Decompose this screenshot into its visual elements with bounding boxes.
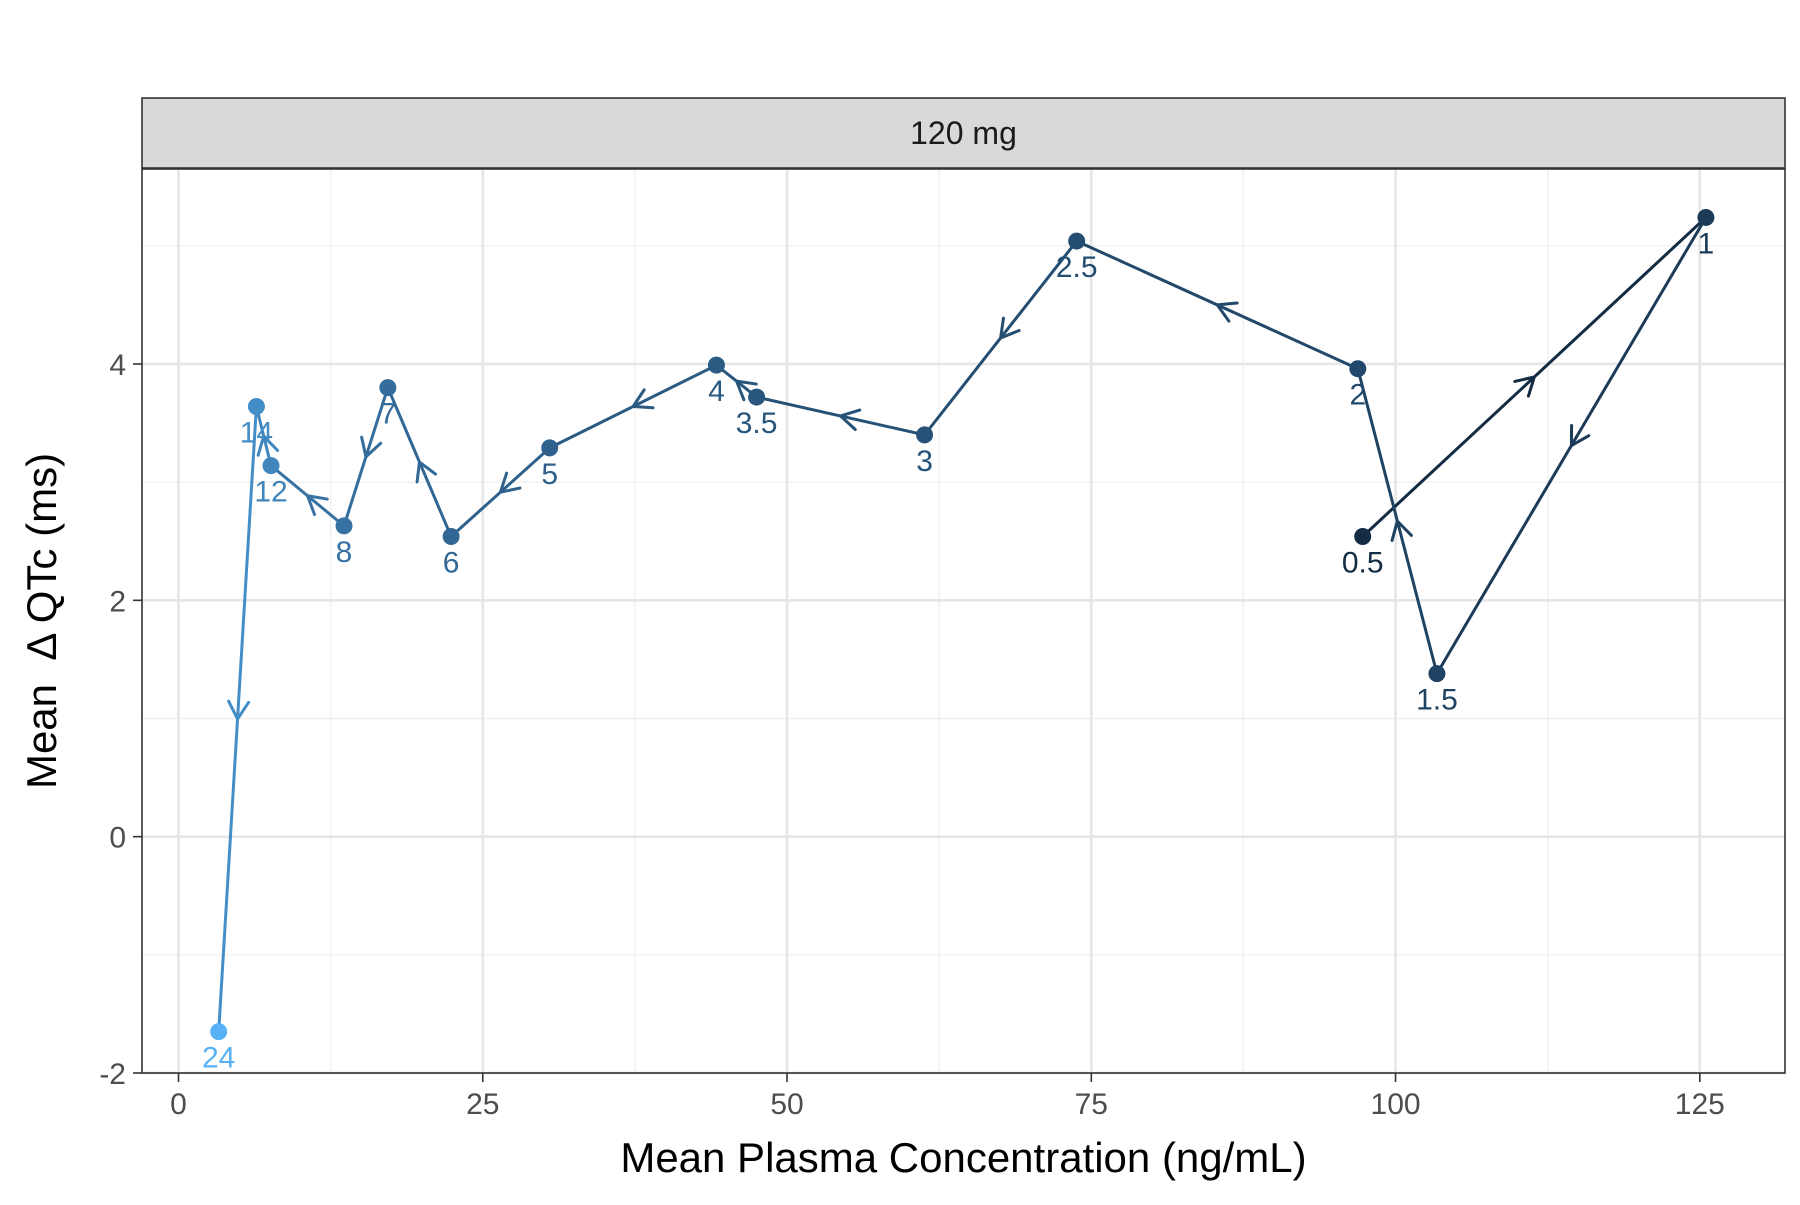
direction-arrow	[498, 471, 522, 494]
y-axis-title: Mean Δ QTc (ms)	[18, 453, 65, 789]
point-time-label: 3.5	[736, 407, 778, 440]
facet-strip	[141, 97, 1786, 169]
y-tick-label: 0	[109, 822, 126, 855]
data-point	[1697, 208, 1715, 226]
data-point	[916, 426, 934, 444]
arrow-layer	[227, 301, 1591, 721]
point-time-label: 8	[336, 536, 353, 569]
plot-panel-border	[141, 168, 1786, 1074]
x-axis-title: Mean Plasma Concentration (ng/mL)	[620, 1134, 1306, 1181]
point-time-label: 2	[1349, 379, 1366, 412]
data-point	[442, 528, 460, 546]
point-label-layer: 0.5 1 1.5 2 2.5 3 3.5 4 5 6 7 8 12 14 24	[202, 227, 1714, 1074]
data-point	[1428, 665, 1446, 683]
x-tick-label: 50	[770, 1088, 803, 1121]
direction-arrow	[839, 408, 862, 432]
y-tick-label: 4	[109, 349, 126, 382]
data-point	[748, 388, 766, 406]
data-point	[262, 457, 280, 475]
direction-arrow	[227, 699, 251, 721]
data-point	[379, 379, 397, 397]
direction-arrow	[1569, 424, 1591, 448]
point-time-label: 1.5	[1416, 684, 1458, 717]
y-tick-label: -2	[99, 1058, 126, 1091]
direction-arrow	[415, 460, 437, 484]
data-point	[1349, 360, 1367, 378]
direction-arrow	[360, 435, 383, 459]
x-tick-label: 125	[1675, 1088, 1725, 1121]
point-time-label: 6	[443, 547, 460, 580]
direction-arrow	[735, 379, 758, 402]
direction-arrow	[1390, 519, 1413, 542]
point-time-label: 0.5	[1342, 547, 1384, 580]
direction-arrow	[306, 494, 329, 516]
x-tick-label: 100	[1371, 1088, 1421, 1121]
plot-panel	[142, 169, 1785, 1073]
point-time-label: 1	[1698, 227, 1715, 260]
x-tick-label: 75	[1075, 1088, 1108, 1121]
point-time-label: 14	[240, 417, 273, 450]
point-time-label: 3	[916, 445, 933, 478]
point-time-label: 2.5	[1056, 251, 1098, 284]
direction-arrow	[631, 388, 655, 410]
data-point	[210, 1023, 228, 1041]
data-point	[541, 439, 559, 457]
point-time-label: 7	[379, 398, 396, 431]
data-point	[1354, 528, 1372, 546]
direction-arrow	[256, 434, 280, 457]
data-point	[335, 517, 353, 535]
point-time-label: 12	[254, 476, 287, 509]
direction-arrow	[1215, 301, 1239, 323]
direction-arrow	[1513, 375, 1536, 398]
point-layer	[210, 208, 1715, 1041]
x-tick-label: 25	[466, 1088, 499, 1121]
data-point	[1068, 232, 1086, 250]
facet-strip-label: 120 mg	[910, 115, 1017, 151]
point-time-label: 5	[541, 458, 558, 491]
point-time-label: 4	[708, 375, 725, 408]
point-time-label: 24	[202, 1042, 235, 1075]
data-point	[247, 398, 265, 416]
direction-arrow	[999, 316, 1021, 340]
y-tick-label: 2	[109, 585, 126, 618]
data-point	[707, 356, 725, 374]
x-tick-label: 0	[170, 1088, 187, 1121]
